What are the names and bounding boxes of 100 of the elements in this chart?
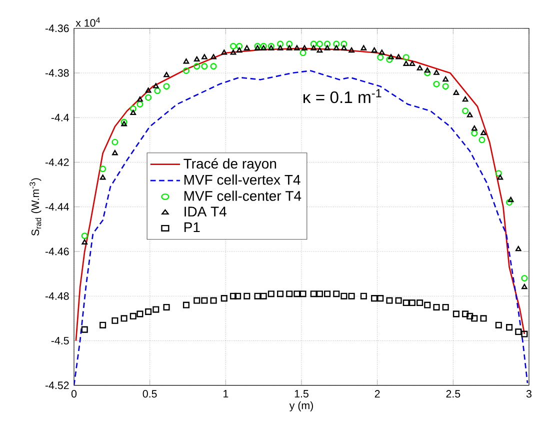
point [136,310,144,318]
point [302,44,308,50]
x-tick-label: 1 [224,390,228,398]
point [462,107,469,114]
y-axis-title: S$_{rad}$ (W.m$^{-3}$) [30,178,42,236]
y-tick-label: -4.5 [51,336,69,344]
point [508,196,514,202]
point [145,87,152,93]
point [452,310,460,318]
legend-label: P1 [184,222,200,232]
point [164,72,170,77]
point [286,290,293,297]
point [340,40,348,48]
point [377,54,384,60]
y-tick-label: -4.36 [45,24,69,32]
point [310,290,317,297]
point [286,44,292,50]
point [294,44,300,50]
point [497,174,504,180]
point [434,70,440,75]
point [310,44,317,50]
point [152,306,160,313]
point [81,232,88,239]
point [100,174,106,180]
x-tick-label: 1.5 [294,390,308,398]
point [276,290,284,297]
point [371,47,378,52]
point [480,314,487,322]
x-tick-label: 2.5 [446,390,460,398]
line-series [75,48,526,342]
point [254,292,261,300]
point [276,40,284,48]
y-tick-label: -4.38 [45,69,69,77]
y-tick-label: -4.42 [45,158,69,166]
point [230,42,237,50]
point [416,65,423,70]
point [402,54,410,60]
point [100,165,106,172]
x-tick-label: 0.5 [142,390,157,398]
point [145,308,152,315]
point [360,292,367,300]
point [495,322,502,328]
point [424,302,431,308]
annotation: κ = 0.1 m$^{-1}$ [304,89,382,104]
point [163,82,170,90]
point [210,54,216,60]
point [254,42,261,50]
point [522,284,528,289]
point [433,304,440,310]
point [236,42,243,50]
point [194,297,200,304]
point [268,42,274,50]
point [386,56,393,63]
point [194,56,200,62]
point [286,40,293,48]
point [348,292,355,300]
point [403,60,410,66]
point [442,304,449,310]
point [480,130,486,135]
legend-label: IDA T4 [184,206,226,216]
point [163,304,170,310]
point [442,76,448,82]
point [402,299,410,306]
point [82,239,88,244]
point [462,96,468,102]
point [130,110,136,115]
x-tick-label: 0 [71,390,77,398]
point [244,44,250,50]
point [442,82,449,90]
point [471,130,478,136]
point [230,49,236,55]
point [348,47,354,52]
point [202,54,208,60]
point [300,290,306,297]
point [471,125,478,131]
point [112,138,118,146]
point [81,326,88,333]
point [220,294,228,302]
point [340,292,348,300]
point [182,67,190,74]
point [416,299,424,306]
y-tick-label: -4.44 [45,203,69,210]
point [130,312,136,320]
point [234,292,242,300]
point [388,54,394,60]
point [515,246,522,251]
point [462,310,469,318]
point [324,44,330,50]
point [221,49,228,55]
point [324,40,331,48]
point [371,294,378,302]
point [324,290,331,297]
x-tick-label: 2 [374,390,380,398]
point [495,170,502,176]
point [521,330,528,338]
point [316,290,323,297]
point [396,54,402,60]
point [333,44,340,50]
point [433,80,440,88]
point [210,297,217,304]
